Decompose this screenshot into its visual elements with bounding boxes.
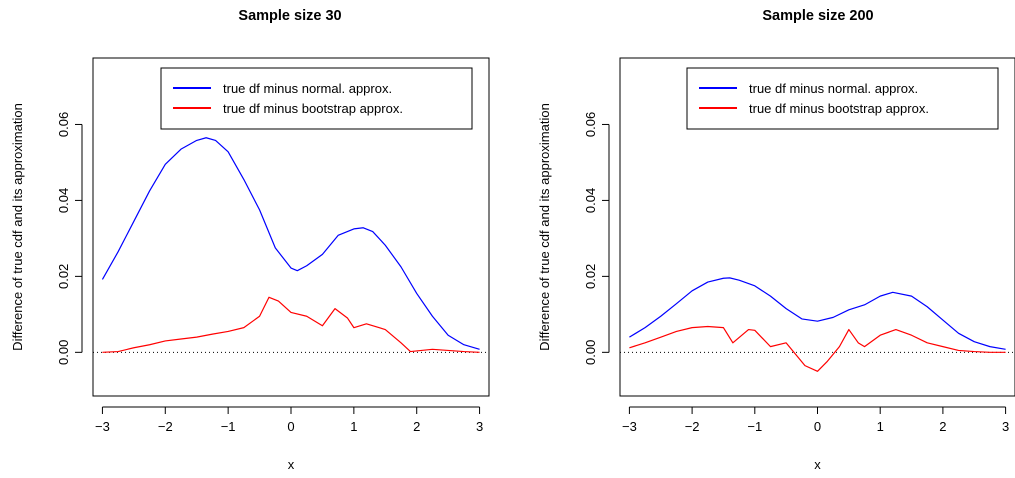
x-tick-label: −1 [221, 419, 236, 434]
legend-box [160, 67, 473, 130]
legend-label: true df minus bootstrap approx. [749, 101, 929, 116]
x-tick-label: 3 [476, 419, 483, 434]
series-line-bootstrap-approx [629, 325, 1006, 372]
series-line-normal-approx [629, 277, 1006, 350]
plot-frame [92, 57, 490, 397]
y-axis-label: Difference of true cdf and its approxima… [537, 103, 552, 351]
x-tick-label: 3 [1002, 419, 1009, 434]
y-axis-label: Difference of true cdf and its approxima… [10, 103, 25, 351]
x-tick-label: −2 [158, 419, 173, 434]
x-tick-label: −3 [95, 419, 110, 434]
legend-label: true df minus normal. approx. [223, 81, 392, 96]
chart-title: Sample size 200 [762, 8, 873, 24]
x-tick-label: −3 [622, 419, 637, 434]
x-tick-label: 2 [413, 419, 420, 434]
legend: true df minus normal. approx. true df min… [686, 67, 999, 130]
y-tick-label: 0.04 [583, 188, 598, 213]
y-tick-label: 0.02 [583, 264, 598, 289]
x-tick-label: 1 [877, 419, 884, 434]
y-tick-label: 0.00 [56, 340, 71, 365]
series-line-normal-approx [101, 137, 480, 350]
series-line-bootstrap-approx [102, 296, 480, 353]
y-tick-label: 0.06 [56, 112, 71, 137]
legend-label: true df minus bootstrap approx. [223, 101, 403, 116]
x-tick-label: 0 [814, 419, 821, 434]
y-tick-label: 0.06 [583, 112, 598, 137]
x-tick-label: −2 [685, 419, 700, 434]
x-tick-label: 0 [287, 419, 294, 434]
x-tick-label: 2 [939, 419, 946, 434]
x-axis-label: x [814, 457, 821, 472]
y-tick-label: 0.02 [56, 264, 71, 289]
x-tick-label: 1 [350, 419, 357, 434]
chart-title: Sample size 30 [238, 8, 341, 24]
chart-panel-2: Sample size 200 −3 −2 −1 0 1 2 3 0.00 0.02 0.04 0.0… [537, 8, 1015, 472]
x-tick-label: −1 [747, 419, 762, 434]
x-axis-label: x [288, 457, 295, 472]
legend: true df minus normal. approx. true df min… [160, 67, 473, 130]
legend-label: true df minus normal. approx. [749, 81, 918, 96]
plot-frame [619, 57, 1015, 397]
chart-panel-1: Sample size 30 −3 −2 −1 0 1 2 3 0.00 0.02 0.04 0.06… [10, 8, 490, 472]
y-tick-label: 0.00 [583, 340, 598, 365]
y-tick-label: 0.04 [56, 188, 71, 213]
legend-box [686, 67, 999, 130]
